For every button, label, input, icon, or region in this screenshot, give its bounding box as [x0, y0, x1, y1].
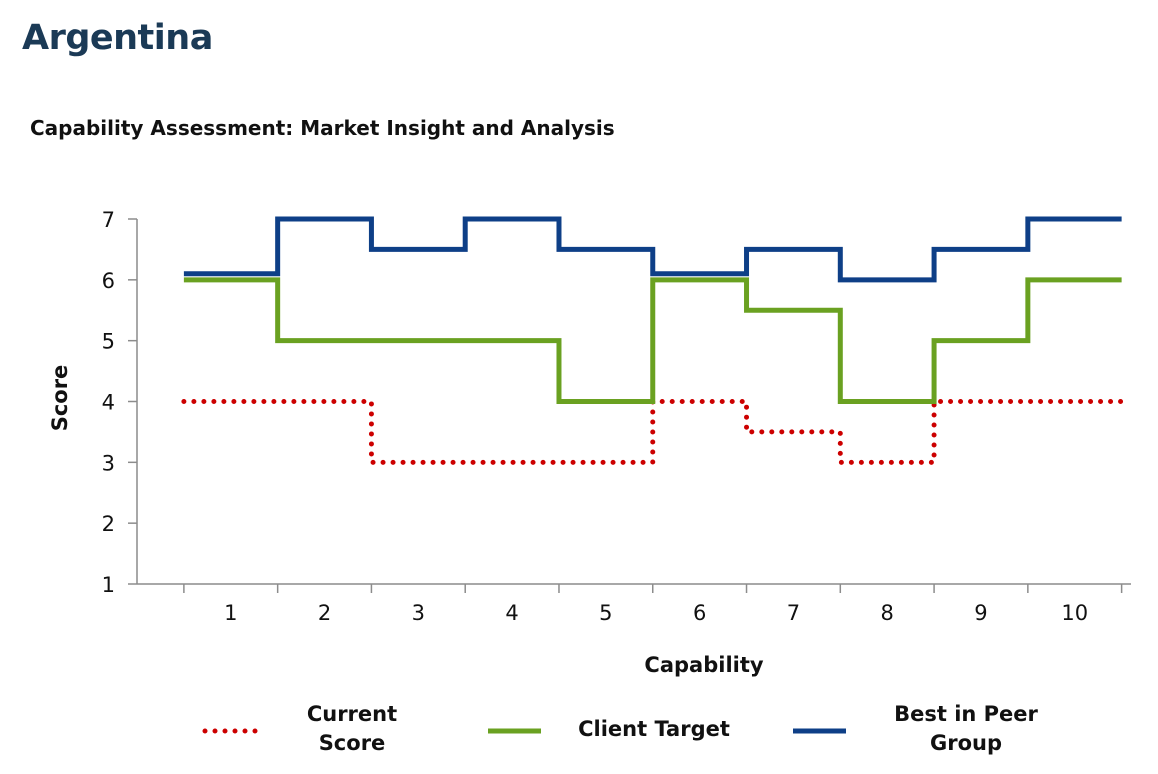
y-axis-label: Score: [48, 365, 72, 432]
x-tick-label: 2: [318, 601, 331, 625]
x-tick-label: 1: [224, 601, 237, 625]
series-layer: [181, 216, 1125, 465]
legend-label-line: Client Target: [578, 717, 730, 741]
legend-label-line: Score: [318, 731, 386, 755]
x-tick-label: 10: [1061, 601, 1088, 625]
y-tick-label: 3: [102, 451, 115, 475]
x-tick-label: 5: [599, 601, 612, 625]
x-tick-label: 8: [881, 601, 894, 625]
x-tick-label: 4: [505, 601, 518, 625]
x-tick-label: 9: [974, 601, 987, 625]
y-tick-label: 6: [102, 269, 115, 293]
series-line-1: [181, 399, 1125, 465]
x-axis-label: Capability: [644, 653, 763, 677]
legend-label-2: Client Target: [559, 715, 749, 744]
chart-title: Capability Assessment: Market Insight an…: [30, 116, 615, 140]
y-tick-label: 7: [102, 208, 115, 232]
legend-label-line: Best in Peer: [894, 702, 1038, 726]
x-tick-label: 6: [693, 601, 706, 625]
legend-label-line: Current: [306, 702, 398, 726]
y-tick-label: 2: [102, 512, 115, 536]
legend-label-1: Current Score: [277, 700, 427, 758]
y-tick-label: 1: [102, 573, 115, 597]
x-tick-label: 3: [412, 601, 425, 625]
series-line-2: [183, 277, 1122, 404]
legend-label-3: Best in Peer Group: [866, 700, 1066, 758]
legend-label-line: Group: [929, 731, 1002, 755]
x-tick-label: 7: [787, 601, 800, 625]
axes: 1 2 3 4 5 6 7 1 2 3 4 5 6 7 8 9 10 Capability Score: [48, 208, 1131, 677]
y-tick-label: 5: [102, 330, 115, 354]
y-tick-label: 4: [102, 391, 115, 415]
page-title: Argentina: [22, 18, 213, 58]
series-line-3: [183, 216, 1122, 283]
